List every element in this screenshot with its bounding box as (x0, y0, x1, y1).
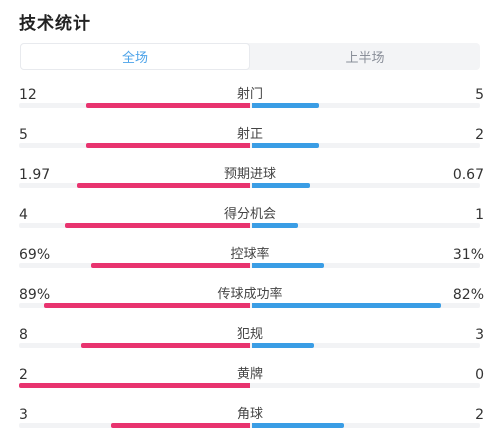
page-title: 技术统计 (19, 14, 91, 34)
stat-away-value: 2 (475, 127, 484, 143)
stat-away-value: 1 (475, 207, 484, 223)
stat-away-bar (252, 143, 319, 148)
stat-home-value: 8 (19, 327, 28, 343)
tab-full-match[interactable]: 全场 (20, 43, 250, 70)
stat-row: 12 射门 5 (0, 87, 500, 127)
stat-label: 黄牌 (236, 367, 263, 382)
stat-away-bar (252, 303, 441, 308)
stat-away-bar (252, 263, 324, 268)
stat-home-bar (81, 343, 250, 348)
stat-away-value: 5 (475, 87, 484, 103)
tab-first-half[interactable]: 上半场 (345, 51, 385, 66)
stat-away-value: 0.67 (452, 167, 484, 183)
stat-home-bar (86, 103, 250, 108)
stat-away-value: 2 (475, 407, 484, 423)
stat-label: 预期进球 (223, 167, 276, 182)
stat-away-bar (252, 223, 298, 228)
stat-home-bar (91, 263, 250, 268)
stat-home-value: 2 (19, 367, 28, 383)
stat-row: 1.97 预期进球 0.67 (0, 167, 500, 207)
stat-home-value: 3 (19, 407, 28, 423)
stat-home-value: 4 (19, 207, 28, 223)
stat-home-value: 5 (19, 127, 28, 143)
stat-row: 3 角球 2 (0, 407, 500, 447)
stat-label: 控球率 (230, 247, 270, 262)
stat-label: 得分机会 (223, 207, 276, 222)
stat-row: 8 犯规 3 (0, 327, 500, 367)
stat-away-value: 0 (475, 367, 484, 383)
stat-home-bar (86, 143, 250, 148)
stat-away-value: 82% (452, 287, 484, 303)
stat-label: 犯规 (236, 327, 263, 342)
stat-label: 射门 (236, 87, 263, 102)
stat-label: 角球 (236, 407, 263, 422)
stat-home-bar (111, 423, 250, 428)
stat-home-value: 89% (19, 287, 51, 303)
stat-row: 2 黄牌 0 (0, 367, 500, 407)
period-tabs: 全场 上半场 (20, 43, 480, 70)
stat-row: 4 得分机会 1 (0, 207, 500, 247)
stat-away-value: 3 (475, 327, 484, 343)
stat-home-bar (44, 303, 250, 308)
stat-home-bar (65, 223, 250, 228)
stat-home-value: 1.97 (19, 167, 51, 183)
stat-home-bar (19, 383, 250, 388)
stat-away-bar (252, 423, 344, 428)
stat-home-bar (77, 183, 250, 188)
stat-label: 传球成功率 (217, 287, 283, 302)
stat-label: 射正 (236, 127, 263, 142)
stat-row: 89% 传球成功率 82% (0, 287, 500, 327)
stat-away-bar (252, 103, 319, 108)
stat-away-value: 31% (452, 247, 484, 263)
stat-home-value: 12 (19, 87, 37, 103)
stat-row: 69% 控球率 31% (0, 247, 500, 287)
stat-away-bar (252, 343, 314, 348)
stat-row: 5 射正 2 (0, 127, 500, 167)
stat-home-value: 69% (19, 247, 51, 263)
stat-away-bar (252, 183, 310, 188)
